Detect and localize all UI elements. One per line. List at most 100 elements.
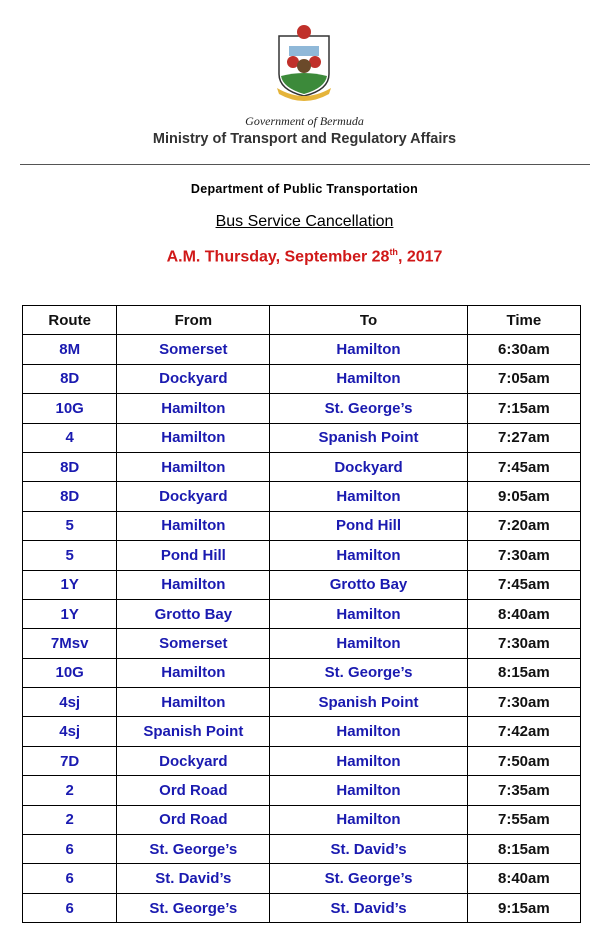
cell-to: Hamilton xyxy=(269,804,468,836)
cell-time: 9:15am xyxy=(466,892,582,924)
cell-route: 6 xyxy=(21,863,118,894)
cell-route: 7D xyxy=(21,745,118,777)
table-row: 2 Ord Road Hamilton 7:55am xyxy=(21,804,582,836)
cell-from: St. George’s xyxy=(116,834,271,865)
table-row: 7D Dockyard Hamilton 7:50am xyxy=(21,745,582,777)
cell-route: 10G xyxy=(21,393,118,424)
cell-to: Hamilton xyxy=(269,481,468,512)
cell-from: Pond Hill xyxy=(116,540,271,571)
table-row: 8M Somerset Hamilton 6:30am xyxy=(21,334,582,365)
cell-time: 8:40am xyxy=(466,863,582,894)
cell-from: Ord Road xyxy=(116,775,271,806)
cell-to: Grotto Bay xyxy=(269,569,468,600)
cell-time: 7:27am xyxy=(466,422,582,453)
cell-to: Dockyard xyxy=(269,451,468,483)
cell-to: Hamilton xyxy=(269,628,468,659)
cell-to: Hamilton xyxy=(269,363,468,395)
cell-route: 8D xyxy=(21,481,118,512)
table-row: 6 St. David’s St. George’s 8:40am xyxy=(21,863,582,894)
table-row: 5 Pond Hill Hamilton 7:30am xyxy=(21,540,582,571)
cell-from: Ord Road xyxy=(116,804,271,836)
column-header-to: To xyxy=(269,304,468,336)
title-text: Bus Service Cancellation xyxy=(215,213,394,230)
column-header-route: Route xyxy=(21,304,118,336)
cell-time: 6:30am xyxy=(466,334,582,365)
cell-time: 8:40am xyxy=(466,598,582,630)
cell-time: 7:42am xyxy=(466,716,582,747)
cell-route: 4sj xyxy=(21,687,118,718)
cell-from: Dockyard xyxy=(116,363,271,395)
cell-from: St. David’s xyxy=(116,863,271,894)
table-row: 6 St. George’s St. David’s 9:15am xyxy=(21,892,582,924)
table-row: 1Y Hamilton Grotto Bay 7:45am xyxy=(21,569,582,600)
table-row: 10G Hamilton St. George’s 8:15am xyxy=(21,657,582,689)
cell-to: Hamilton xyxy=(269,775,468,806)
table-row: 4 Hamilton Spanish Point 7:27am xyxy=(21,422,582,453)
cell-route: 5 xyxy=(21,540,118,571)
cell-from: Hamilton xyxy=(116,422,271,453)
cell-route: 2 xyxy=(21,804,118,836)
cell-from: Dockyard xyxy=(116,481,271,512)
cell-from: Spanish Point xyxy=(116,716,271,747)
cell-route: 8M xyxy=(21,334,118,365)
cancellation-table: Route From To Time 8M Somerset Hamilton 6:3… xyxy=(21,304,582,924)
cell-from: Somerset xyxy=(116,334,271,365)
table-row: 4sj Hamilton Spanish Point 7:30am xyxy=(21,687,582,718)
cell-to: Spanish Point xyxy=(269,687,468,718)
cell-from: Hamilton xyxy=(116,393,271,424)
cell-time: 7:30am xyxy=(466,628,582,659)
cell-to: Pond Hill xyxy=(269,510,468,542)
date-prefix: A.M. Thursday, September 28 xyxy=(166,248,390,266)
cell-time: 7:30am xyxy=(466,540,582,571)
cell-time: 7:50am xyxy=(466,745,582,777)
cell-route: 6 xyxy=(21,834,118,865)
cell-from: Hamilton xyxy=(116,569,271,600)
cell-to: St. David’s xyxy=(269,892,468,924)
cell-from: Hamilton xyxy=(116,687,271,718)
cell-from: Dockyard xyxy=(116,745,271,777)
cell-to: St. George’s xyxy=(269,863,468,894)
cell-time: 9:05am xyxy=(466,481,582,512)
cell-route: 10G xyxy=(21,657,118,689)
cell-to: Hamilton xyxy=(269,334,468,365)
cell-to: St. George’s xyxy=(269,657,468,689)
table-row: 8D Hamilton Dockyard 7:45am xyxy=(21,451,582,483)
cell-route: 7Msv xyxy=(21,628,118,659)
cell-from: Somerset xyxy=(116,628,271,659)
table-row: 8D Dockyard Hamilton 7:05am xyxy=(21,363,582,395)
cell-to: St. David’s xyxy=(269,834,468,865)
divider xyxy=(20,164,590,165)
cell-from: St. George’s xyxy=(116,892,271,924)
cell-to: Hamilton xyxy=(269,716,468,747)
table-row: 10G Hamilton St. George’s 7:15am xyxy=(21,393,582,424)
column-header-time: Time xyxy=(466,304,582,336)
table-row: 6 St. George’s St. David’s 8:15am xyxy=(21,834,582,865)
page-title: Bus Service Cancellation xyxy=(0,213,609,231)
cell-time: 8:15am xyxy=(466,657,582,689)
table-row: 4sj Spanish Point Hamilton 7:42am xyxy=(21,716,582,747)
cell-from: Hamilton xyxy=(116,451,271,483)
table-header-row: Route From To Time xyxy=(21,304,582,336)
table-row: 5 Hamilton Pond Hill 7:20am xyxy=(21,510,582,542)
date-suffix: th xyxy=(389,247,398,257)
table-row: 1Y Grotto Bay Hamilton 8:40am xyxy=(21,598,582,630)
cell-time: 7:45am xyxy=(466,451,582,483)
cell-route: 1Y xyxy=(21,569,118,600)
cell-route: 8D xyxy=(21,451,118,483)
cell-time: 7:05am xyxy=(466,363,582,395)
column-header-from: From xyxy=(116,304,271,336)
cell-time: 7:15am xyxy=(466,393,582,424)
cell-route: 4sj xyxy=(21,716,118,747)
date-heading: A.M. Thursday, September 28th, 2017 xyxy=(0,247,609,266)
government-label: Government of Bermuda xyxy=(245,114,364,128)
department-name: Department of Public Transportation xyxy=(190,182,419,196)
table-row: 2 Ord Road Hamilton 7:35am xyxy=(21,775,582,806)
cell-to: Hamilton xyxy=(269,745,468,777)
cell-to: Hamilton xyxy=(269,598,468,630)
cell-time: 8:15am xyxy=(466,834,582,865)
ministry-name: Ministry of Transport and Regulatory Aff… xyxy=(152,131,457,147)
cell-from: Hamilton xyxy=(116,657,271,689)
cell-time: 7:35am xyxy=(466,775,582,806)
cell-route: 1Y xyxy=(21,598,118,630)
cell-time: 7:20am xyxy=(466,510,582,542)
